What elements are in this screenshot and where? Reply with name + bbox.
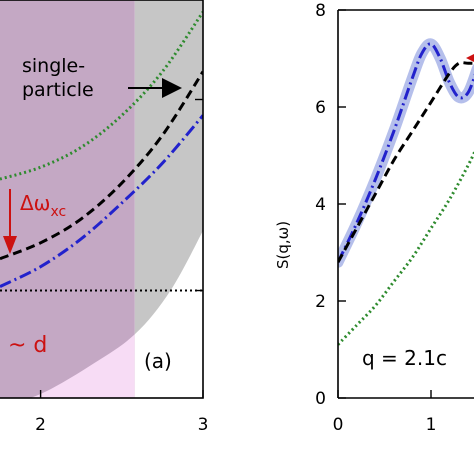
single-particle-label-line1: single- — [22, 55, 85, 77]
panel-a-frame — [0, 0, 204, 399]
q-value-label: q = 2.1c — [362, 346, 447, 370]
panel-a-series-line — [0, 11, 203, 181]
panel-b-y-tick-label: 0 — [315, 389, 326, 409]
panel-a-series-line — [0, 114, 203, 288]
panel-b-x-tick-label: 1 — [426, 415, 437, 435]
single-particle-label-line2: particle — [22, 79, 94, 101]
panel-a-series-line — [0, 70, 203, 261]
panel-b-y-tick-label: 8 — [315, 1, 326, 21]
tilde-d-label: ~ d — [8, 333, 47, 358]
panel-a-label: (a) — [144, 349, 172, 373]
panel-b-y-tick-label: 6 — [315, 98, 326, 118]
panel-b-uncertainty-band — [338, 38, 474, 268]
panel-b-series-line — [338, 149, 474, 346]
panel-b-y-tick-label: 4 — [315, 195, 326, 215]
panel-a-x-tick-label: 3 — [198, 415, 209, 435]
panel-b: 0 2 4 6 8 0 1 S(q,ω) q = 2.1c — [274, 1, 474, 435]
red-arrow-marker — [466, 54, 474, 62]
continuum-region-left — [0, 334, 135, 398]
delta-omega-subscript: xc — [50, 204, 66, 220]
panel-a-x-tick-label: 2 — [35, 415, 46, 435]
panel-a: 2 3 single- particle Δωxc ~ d (a) — [0, 0, 208, 435]
panel-b-x-tick-label: 0 — [333, 415, 344, 435]
continuum-region-right — [134, 230, 203, 398]
delta-omega-label: Δωxc — [20, 191, 66, 220]
y-axis-label: S(q,ω) — [274, 221, 292, 269]
delta-omega-xc-annotation: Δωxc — [3, 189, 66, 254]
panel-b-series-line — [338, 61, 474, 263]
panel-a-region-band — [0, 0, 135, 398]
delta-omega-arrow-head — [3, 236, 17, 254]
panel-b-y-tick-label: 2 — [315, 292, 326, 312]
